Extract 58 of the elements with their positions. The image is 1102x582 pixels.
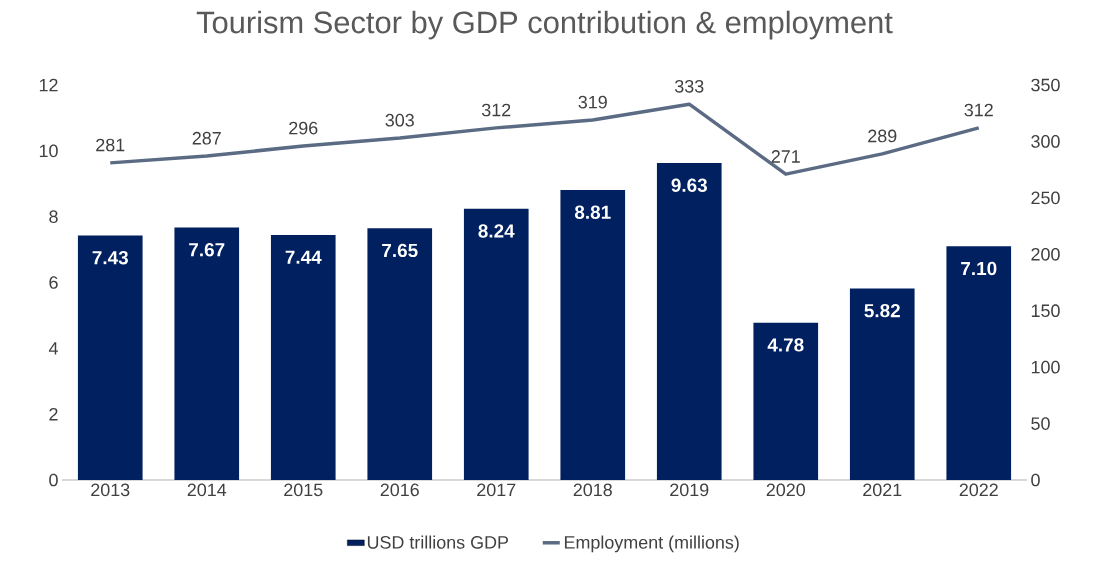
x-tick-label: 2021 <box>863 483 902 497</box>
legend-label: USD trillions GDP <box>367 535 509 549</box>
data-label: 8.24 <box>478 224 515 238</box>
y-tick-label: 12 <box>39 78 58 92</box>
y2-tick-label: 300 <box>1031 135 1060 148</box>
data-label: 281 <box>96 138 125 152</box>
y2-tick-label: 50 <box>1031 417 1050 430</box>
y-tick-label: 2 <box>49 407 58 421</box>
bar <box>367 228 433 480</box>
bar <box>753 322 819 480</box>
bar <box>77 235 143 480</box>
y2-tick-label: 200 <box>1031 247 1060 261</box>
data-label: 289 <box>868 129 897 143</box>
y2-tick-label: 100 <box>1031 360 1060 374</box>
x-tick-label: 2020 <box>766 483 805 497</box>
data-label: 4.78 <box>767 338 804 352</box>
bar <box>560 190 626 480</box>
x-tick-label: 2017 <box>477 483 516 497</box>
x-tick-label: 2015 <box>284 483 323 497</box>
data-label: 9.63 <box>671 178 707 192</box>
data-label: 7.10 <box>961 261 997 276</box>
data-label: 312 <box>481 103 511 117</box>
data-label: 7.65 <box>382 243 418 258</box>
data-label: 7.43 <box>92 250 128 265</box>
bar <box>656 163 722 480</box>
y2-tick-label: 150 <box>1031 304 1060 318</box>
data-label: 333 <box>674 79 704 93</box>
x-tick-label: 2013 <box>91 483 130 497</box>
bar <box>849 288 915 480</box>
bar <box>270 235 336 480</box>
x-tick-label: 2018 <box>573 483 612 497</box>
y-tick-label: 4 <box>48 342 58 355</box>
data-label: 303 <box>385 113 414 127</box>
y-tick-label: 10 <box>39 144 58 158</box>
x-tick-label: 2019 <box>670 483 709 497</box>
data-label: 296 <box>289 121 318 135</box>
data-label: 271 <box>771 150 800 163</box>
data-label: 7.44 <box>285 250 322 264</box>
data-label: 5.82 <box>864 303 900 318</box>
data-label: 312 <box>964 103 993 117</box>
data-label: 319 <box>578 95 607 109</box>
chart-title: Tourism Sector by GDP contribution & employment <box>196 10 893 40</box>
x-tick-label: 2022 <box>959 483 998 497</box>
y-tick-label: 6 <box>49 276 58 289</box>
bar <box>946 246 1012 480</box>
data-label: 7.67 <box>189 243 225 257</box>
data-label: 8.81 <box>574 205 611 219</box>
data-label: 287 <box>192 131 221 145</box>
bar <box>174 227 240 480</box>
y2-tick-label: 250 <box>1031 191 1060 205</box>
y-tick-label: 8 <box>49 210 58 224</box>
y-tick-label: 0 <box>49 473 58 487</box>
x-tick-label: 2014 <box>187 483 227 497</box>
y2-tick-label: 0 <box>1031 473 1040 487</box>
bar <box>463 208 529 480</box>
y2-tick-label: 350 <box>1031 78 1060 92</box>
legend-label: Employment (millions) <box>564 535 739 553</box>
x-tick-label: 2016 <box>380 483 419 497</box>
